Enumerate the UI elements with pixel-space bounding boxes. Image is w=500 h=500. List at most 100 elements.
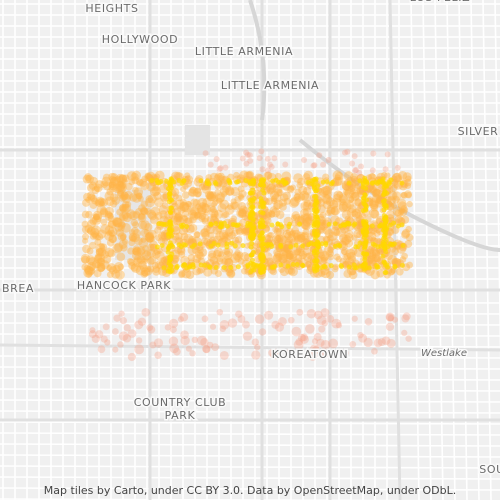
point	[87, 193, 96, 202]
point	[188, 223, 198, 233]
point	[264, 171, 273, 180]
point	[348, 270, 358, 280]
point	[200, 228, 209, 237]
point	[222, 211, 230, 218]
point	[85, 210, 93, 219]
point	[261, 264, 267, 270]
point	[173, 171, 183, 181]
point	[184, 172, 191, 179]
point	[150, 206, 161, 217]
point	[194, 187, 202, 194]
point	[370, 150, 377, 157]
point	[88, 241, 97, 250]
point	[326, 206, 336, 216]
point	[229, 240, 235, 246]
point	[294, 215, 305, 226]
point	[217, 172, 225, 181]
point	[211, 343, 219, 351]
point	[94, 238, 102, 246]
point	[108, 180, 117, 189]
point	[230, 198, 237, 205]
point	[98, 242, 105, 250]
point	[122, 174, 130, 183]
point	[384, 172, 391, 179]
point	[283, 180, 289, 186]
point	[300, 243, 306, 249]
point	[311, 186, 317, 192]
point	[133, 255, 143, 264]
point	[251, 338, 260, 346]
point	[148, 235, 156, 242]
point	[269, 190, 280, 200]
point	[369, 227, 377, 235]
point	[140, 228, 149, 238]
point	[118, 239, 128, 249]
point	[279, 246, 289, 256]
point	[292, 232, 301, 240]
point	[396, 268, 404, 276]
point	[105, 196, 115, 207]
point	[383, 270, 389, 276]
point	[97, 262, 106, 272]
point	[349, 179, 359, 189]
point	[349, 188, 359, 199]
point	[273, 235, 282, 244]
point	[286, 185, 295, 194]
point	[181, 210, 189, 218]
point	[259, 166, 266, 173]
point	[212, 180, 218, 186]
point	[269, 268, 278, 276]
point	[81, 225, 90, 234]
place-label: LOS FELIZ	[410, 0, 470, 4]
point	[224, 204, 235, 215]
point	[203, 238, 212, 247]
point	[134, 344, 145, 355]
point	[271, 320, 280, 329]
point	[133, 187, 144, 197]
point	[277, 234, 287, 245]
point	[197, 197, 208, 208]
point	[313, 197, 319, 203]
freeway	[298, 138, 500, 252]
point	[272, 226, 279, 233]
point	[140, 207, 149, 216]
point	[106, 188, 114, 196]
point	[213, 221, 219, 227]
point	[286, 224, 292, 230]
point	[285, 348, 295, 358]
point	[235, 226, 243, 234]
point	[172, 193, 179, 200]
point	[279, 203, 287, 211]
point	[276, 189, 284, 197]
point	[361, 196, 367, 202]
point	[373, 255, 381, 263]
point	[231, 201, 240, 211]
point	[232, 251, 242, 261]
point	[224, 232, 234, 241]
point	[154, 351, 162, 359]
point	[336, 191, 344, 199]
point	[132, 245, 140, 253]
point	[119, 181, 127, 189]
point	[302, 221, 311, 231]
point	[146, 181, 157, 192]
point	[200, 237, 209, 245]
point	[179, 312, 189, 322]
point	[164, 324, 172, 331]
point	[95, 243, 106, 254]
point	[216, 308, 224, 316]
point	[369, 223, 375, 229]
point	[383, 220, 389, 226]
point	[167, 220, 173, 226]
point	[391, 247, 399, 256]
point	[141, 258, 148, 265]
point	[215, 254, 224, 262]
point	[216, 197, 223, 205]
point	[117, 263, 125, 271]
point	[383, 183, 389, 189]
point	[324, 179, 330, 185]
point	[95, 233, 104, 241]
point	[149, 186, 160, 197]
point	[353, 229, 362, 239]
point	[327, 246, 334, 253]
